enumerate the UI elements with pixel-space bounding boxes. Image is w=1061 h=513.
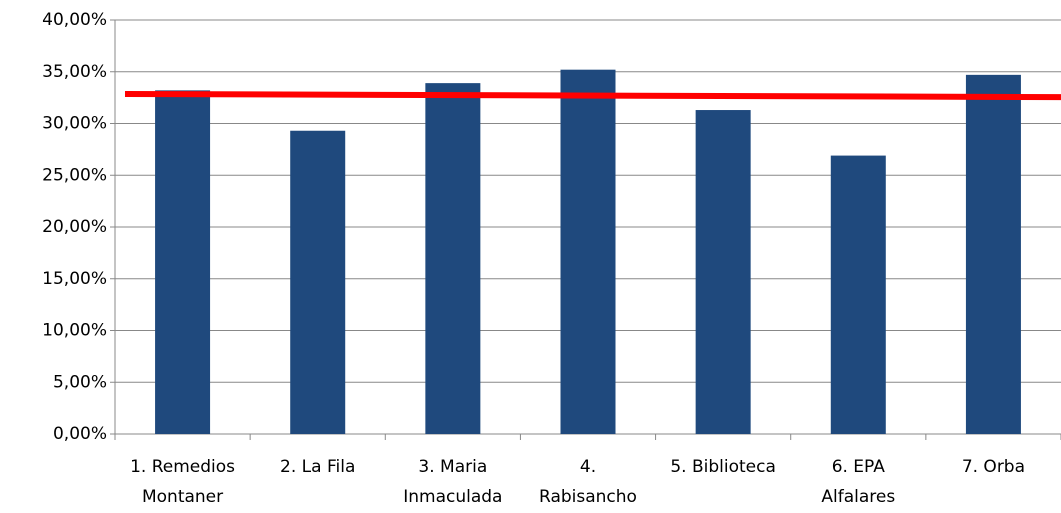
x-tick-label: Inmaculada — [403, 487, 502, 507]
y-tick-label: 0,00% — [53, 424, 107, 444]
bar — [695, 110, 751, 435]
bar — [830, 155, 886, 434]
bar — [965, 74, 1021, 434]
x-tick-label: 7. Orba — [962, 457, 1025, 477]
x-tick-label: Rabisancho — [539, 487, 637, 507]
bar — [560, 69, 616, 435]
x-tick-label: 1. Remedios — [130, 457, 235, 477]
x-tick-label: 3. Maria — [418, 457, 487, 477]
x-tick-label: 5. Biblioteca — [670, 457, 776, 477]
bar — [155, 90, 211, 434]
y-tick-label: 35,00% — [42, 62, 107, 82]
y-tick-label: 30,00% — [42, 114, 107, 134]
y-tick-label: 40,00% — [42, 10, 107, 30]
y-tick-label: 15,00% — [42, 269, 107, 289]
y-tick-label: 20,00% — [42, 217, 107, 237]
x-tick-label: 6. EPA — [832, 457, 886, 477]
x-tick-label: 4. — [580, 457, 596, 477]
x-tick-label: 2. La Fila — [280, 457, 355, 477]
y-tick-label: 10,00% — [42, 321, 107, 341]
y-tick-label: 25,00% — [42, 165, 107, 185]
x-tick-label: Montaner — [142, 487, 223, 507]
bar — [290, 130, 346, 434]
trend-line — [124, 91, 1061, 101]
x-tick-label: Alfalares — [821, 487, 895, 507]
bar — [425, 83, 481, 434]
y-tick-label: 5,00% — [53, 372, 107, 392]
